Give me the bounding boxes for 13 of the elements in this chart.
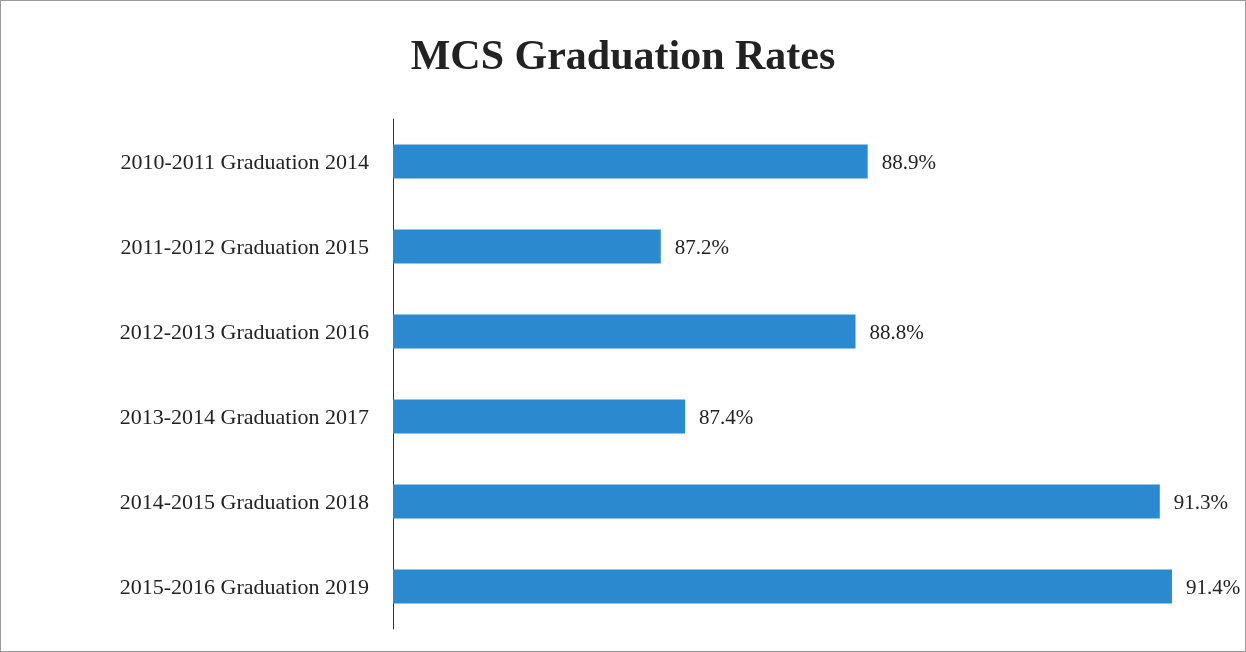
data-label: 88.8% <box>869 319 924 344</box>
chart-title: MCS Graduation Rates <box>410 32 836 78</box>
y-tick-label: 2010-2011 Graduation 2014 <box>120 149 369 174</box>
data-label: 87.2% <box>674 234 730 259</box>
data-label: 87.4% <box>699 404 754 429</box>
data-label: 91.4% <box>1185 574 1241 599</box>
data-label: 91.3% <box>1173 489 1229 514</box>
y-tick-label: 2013-2014 Graduation 2017 <box>119 404 369 429</box>
y-tick-label: 2011-2012 Graduation 2015 <box>120 234 369 259</box>
y-tick-label: 2012-2013 Graduation 2016 <box>119 319 369 344</box>
y-tick-label: 2014-2015 Graduation 2018 <box>119 489 369 514</box>
data-label: 88.9% <box>881 149 936 174</box>
y-tick-label: 2015-2016 Graduation 2019 <box>119 574 369 599</box>
